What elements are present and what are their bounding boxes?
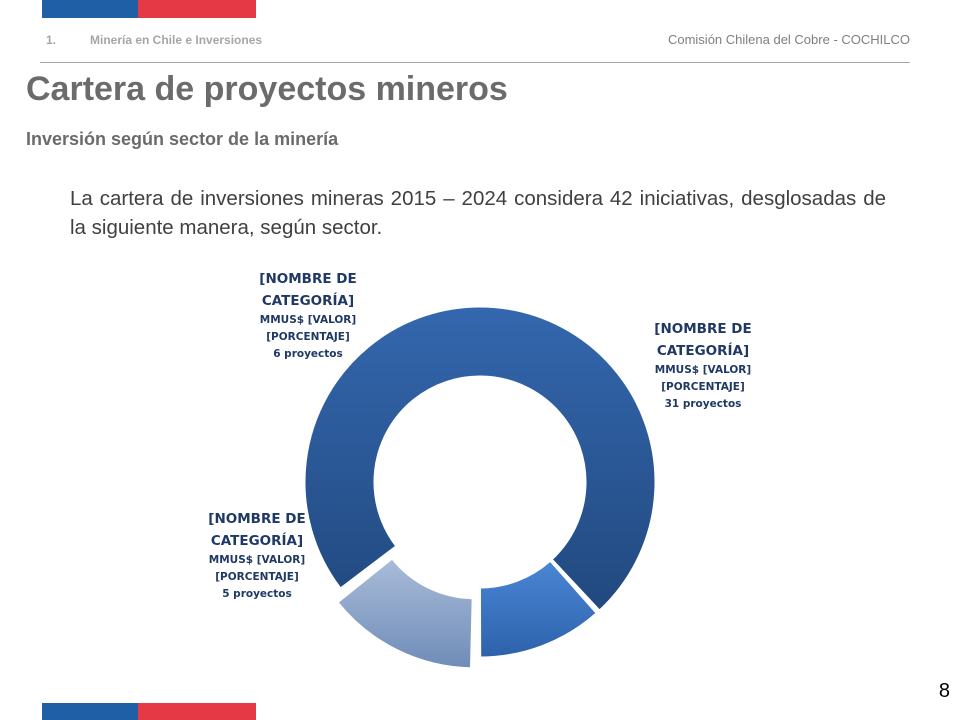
slice-label-value: MMUS$ [VALOR] bbox=[208, 554, 306, 566]
slice-label-category: [NOMBRE DE CATEGORÍA] bbox=[208, 511, 306, 549]
donut-slice-small bbox=[337, 558, 473, 669]
page-title: Cartera de proyectos mineros bbox=[26, 70, 508, 108]
header-divider bbox=[40, 62, 910, 63]
flag-red-block bbox=[138, 0, 256, 18]
slice-label-category: [NOMBRE DE CATEGORÍA] bbox=[259, 271, 357, 309]
slice-label-value: MMUS$ [VALOR] bbox=[654, 364, 752, 376]
slice-label-large: [NOMBRE DE CATEGORÍA] MMUS$ [VALOR] [POR… bbox=[603, 318, 803, 413]
intro-paragraph: La cartera de inversiones mineras 2015 –… bbox=[70, 187, 886, 239]
slice-label-percent: [PORCENTAJE] bbox=[266, 331, 350, 343]
section-name: Minería en Chile e Inversiones bbox=[90, 33, 263, 47]
slice-label-percent: [PORCENTAJE] bbox=[215, 571, 299, 583]
flag-stripe-bottom bbox=[42, 703, 256, 720]
slice-label-medium: [NOMBRE DE CATEGORÍA] MMUS$ [VALOR] [POR… bbox=[157, 508, 357, 603]
slice-label-projects: 6 proyectos bbox=[273, 348, 343, 360]
section-number: 1. bbox=[46, 33, 57, 47]
flag-blue-block bbox=[42, 0, 138, 18]
slice-label-projects: 31 proyectos bbox=[664, 398, 742, 410]
slice-label-percent: [PORCENTAJE] bbox=[661, 381, 745, 393]
flag-blue-block bbox=[42, 703, 138, 720]
slice-label-small: [NOMBRE DE CATEGORÍA] MMUS$ [VALOR] [POR… bbox=[208, 268, 408, 363]
slice-label-projects: 5 proyectos bbox=[222, 588, 292, 600]
page-subtitle: Inversión según sector de la minería bbox=[26, 129, 339, 149]
slice-label-value: MMUS$ [VALOR] bbox=[259, 314, 357, 326]
slice-label-category: [NOMBRE DE CATEGORÍA] bbox=[654, 321, 752, 359]
organization-name: Comisión Chilena del Cobre - COCHILCO bbox=[667, 32, 910, 47]
flag-red-block bbox=[138, 703, 256, 720]
flag-stripe-top bbox=[42, 0, 256, 18]
donut-slice-large bbox=[304, 306, 656, 611]
donut-slice-medium bbox=[479, 560, 597, 658]
page-number: 8 bbox=[938, 680, 950, 702]
